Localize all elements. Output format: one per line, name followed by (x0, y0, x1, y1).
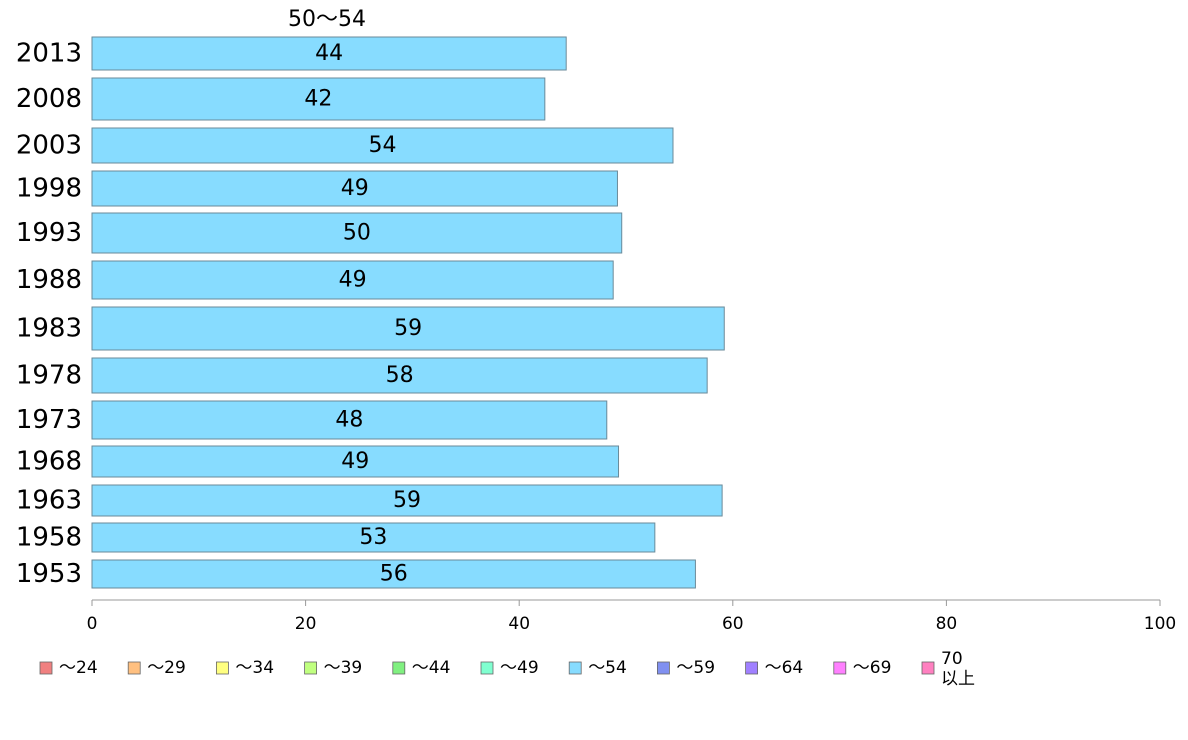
data-label-1963: 59 (393, 488, 421, 513)
data-label-1988: 49 (339, 268, 367, 293)
legend-swatch-2 (215, 661, 229, 675)
bar-1993 (91, 212, 623, 254)
category-label-2013: 2013 (16, 39, 82, 69)
data-label-1953: 56 (380, 562, 408, 587)
bar-2008 (91, 77, 546, 121)
category-label-1993: 1993 (16, 218, 82, 248)
bar-2013 (91, 36, 567, 71)
legend-label-1: 〜29 (147, 658, 186, 678)
legend-label-10-line-0: 70 (941, 649, 963, 669)
bar-1968 (91, 445, 620, 478)
legend-swatch-9 (833, 661, 847, 675)
legend-swatch-6 (568, 661, 582, 675)
legend-label-10-line-1: 以上 (941, 669, 975, 689)
data-label-2013: 44 (315, 41, 343, 66)
bars-layer: 44 2013 42 2008 54 2003 49 1998 50 1993 49 1988 59 19… (16, 36, 725, 589)
legend-swatch-5 (480, 661, 494, 675)
legend-label-5: 〜49 (500, 658, 539, 678)
legend-label-2: 〜34 (235, 658, 274, 678)
data-label-1958: 53 (359, 525, 387, 550)
category-label-2003: 2003 (16, 131, 82, 161)
legend-label-8: 〜64 (765, 658, 804, 678)
category-label-1998: 1998 (16, 174, 82, 204)
bar-1978 (91, 357, 708, 394)
x-tick-label-60: 60 (722, 614, 744, 634)
legend-swatch-10 (921, 661, 935, 675)
data-label-1968: 49 (341, 449, 369, 474)
x-tick-label-20: 20 (295, 614, 317, 634)
chart-title: 50〜54 (288, 7, 366, 32)
legend-swatch-7 (657, 661, 670, 675)
legend-label-0: 〜24 (59, 658, 98, 678)
legend-swatch-0 (39, 661, 53, 675)
bar-2003 (91, 127, 674, 164)
category-label-1968: 1968 (16, 447, 82, 477)
bar-1973 (91, 400, 608, 440)
category-label-1978: 1978 (16, 361, 82, 391)
bar-1963 (91, 484, 723, 517)
legend-swatch-1 (127, 661, 141, 675)
category-label-2008: 2008 (16, 84, 82, 114)
x-axis: 0 20 40 60 80 100 (87, 599, 1176, 634)
legend-swatch-8 (745, 661, 758, 675)
x-tick-label-0: 0 (87, 614, 98, 634)
category-label-1953: 1953 (16, 559, 82, 589)
data-label-1978: 58 (386, 363, 414, 388)
category-label-1988: 1988 (16, 265, 82, 295)
category-label-1983: 1983 (16, 314, 82, 344)
data-label-2008: 42 (304, 87, 332, 112)
data-label-1998: 49 (341, 176, 369, 201)
data-label-2003: 54 (368, 133, 396, 158)
legend-label-3: 〜39 (324, 658, 363, 678)
legend-label-9: 〜69 (853, 658, 892, 678)
legend-label-6: 〜54 (588, 658, 627, 678)
legend-label-10: 70 以上 (941, 649, 975, 689)
legend-swatch-3 (304, 661, 318, 675)
data-label-1993: 50 (343, 221, 371, 246)
bar-1958 (91, 522, 656, 553)
category-label-1963: 1963 (16, 486, 82, 516)
bar-1998 (91, 170, 618, 207)
x-tick-label-80: 80 (936, 614, 958, 634)
legend: 〜24 〜29 〜34 〜39 〜44 〜49 〜54 〜59 〜64 〜69 70 以上 (39, 649, 975, 689)
category-label-1958: 1958 (16, 523, 82, 553)
bar-1953 (91, 559, 696, 589)
x-tick-label-100: 100 (1144, 614, 1176, 634)
category-label-1973: 1973 (16, 405, 82, 435)
bar-1988 (91, 260, 614, 300)
legend-label-4: 〜44 (412, 658, 451, 678)
legend-label-7: 〜59 (676, 658, 715, 678)
data-label-1983: 59 (394, 316, 422, 341)
bar-1983 (91, 306, 725, 351)
x-tick-label-40: 40 (508, 614, 530, 634)
legend-swatch-4 (392, 661, 406, 675)
data-label-1973: 48 (335, 408, 363, 433)
